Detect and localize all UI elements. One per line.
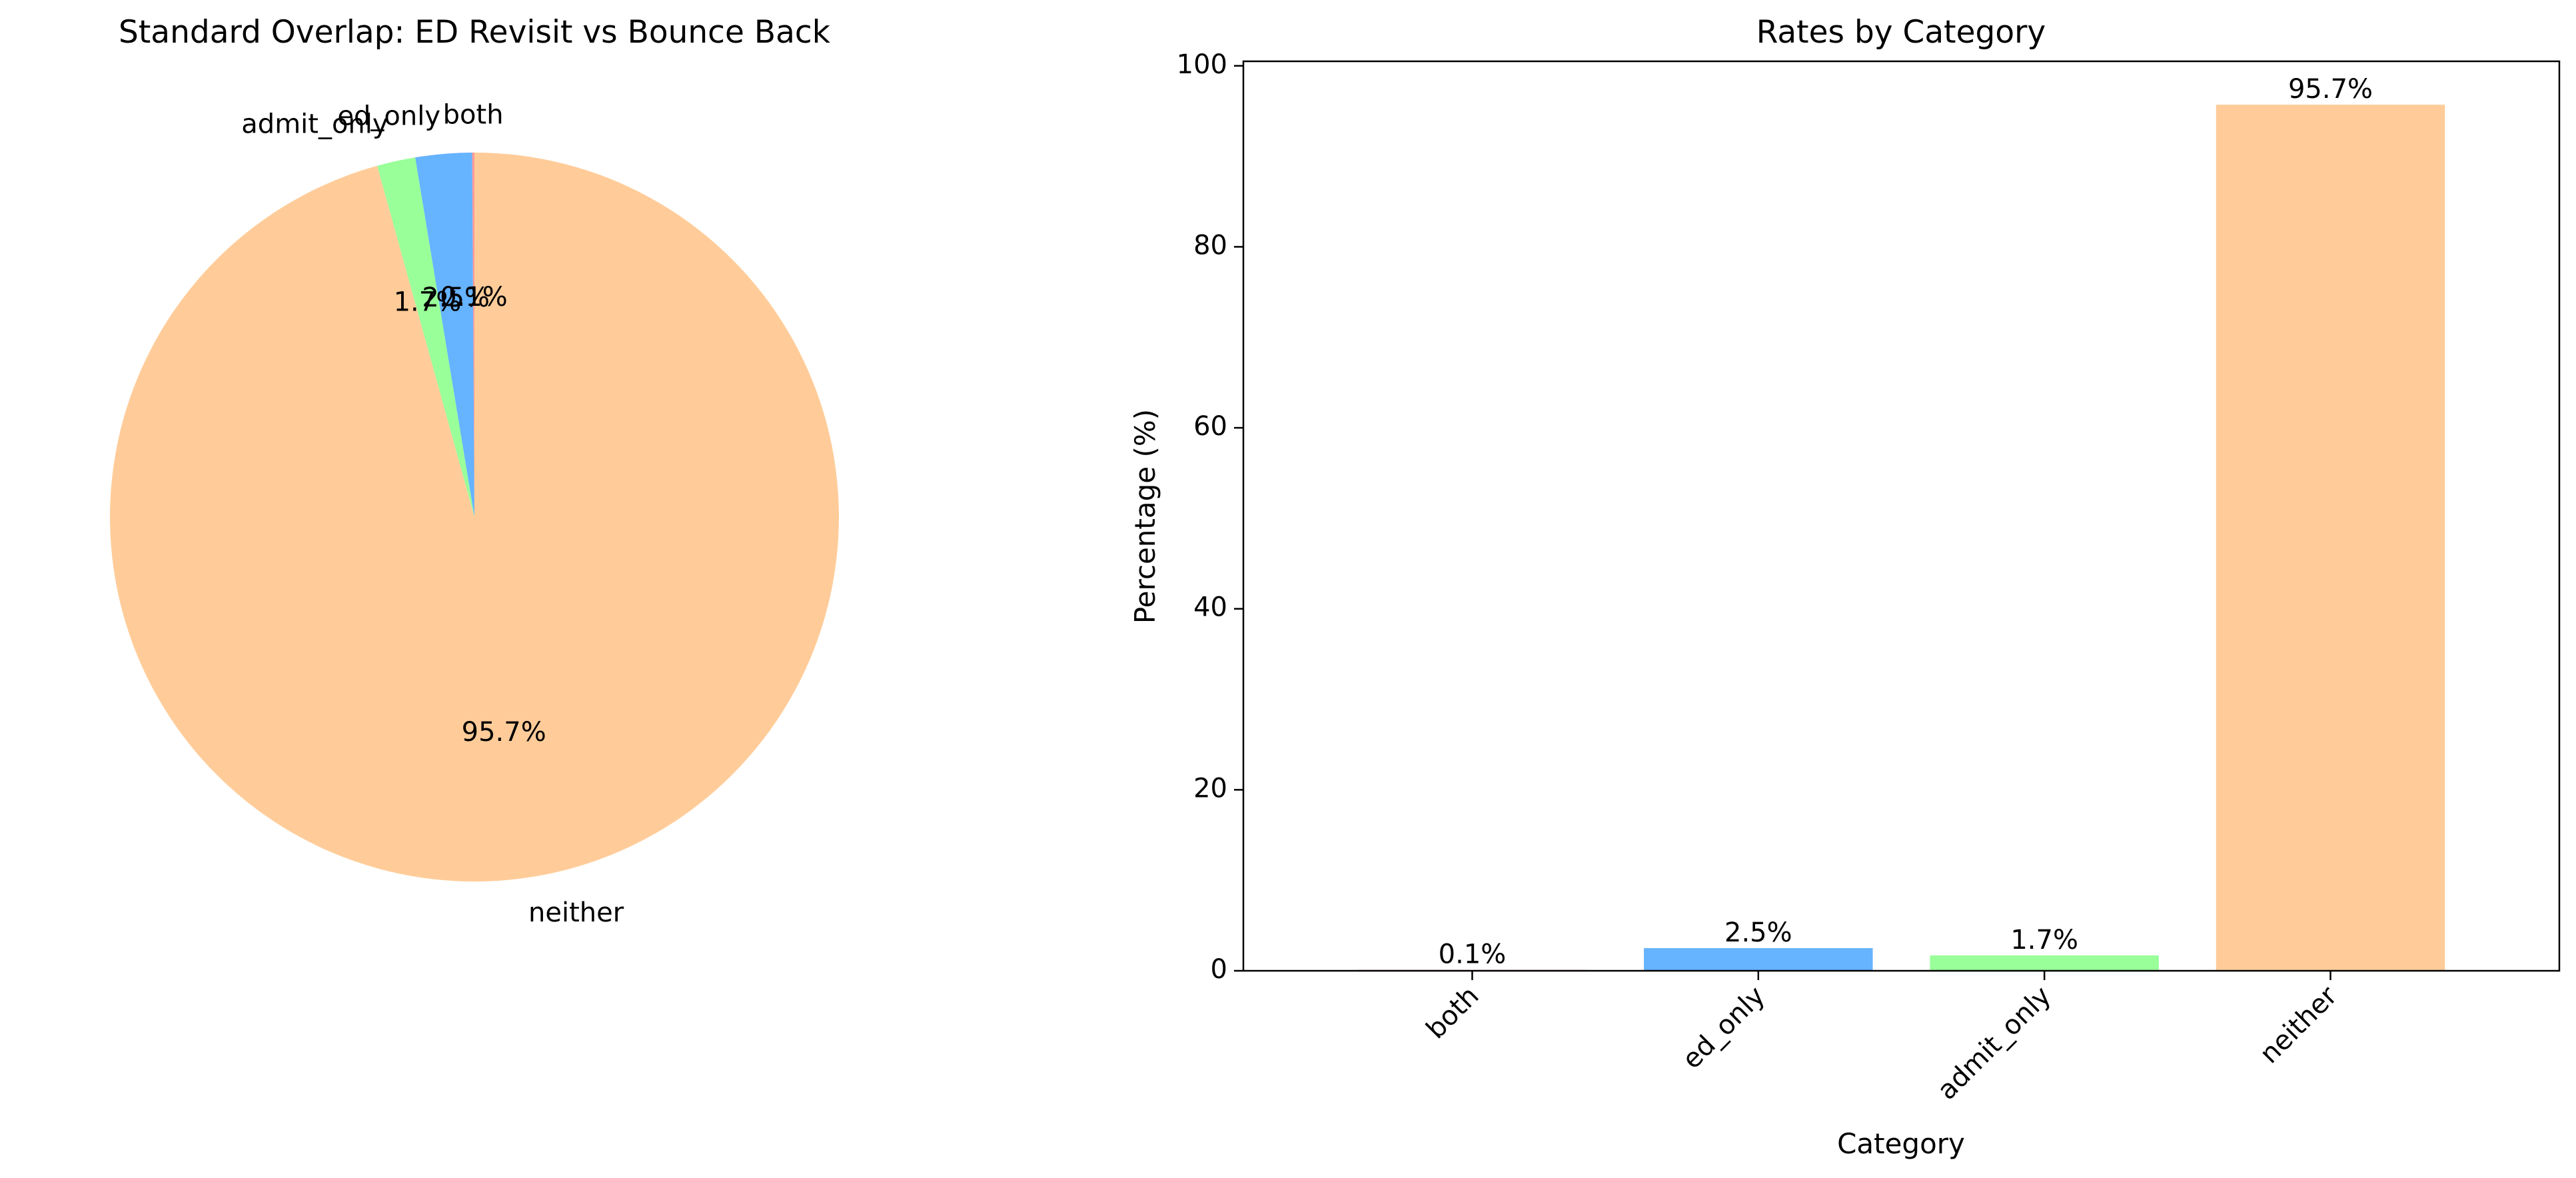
pie-chart: Standard Overlap: ED Revisit vs Bounce B… — [110, 14, 840, 928]
y-tick-label-40: 40 — [1193, 592, 1227, 623]
pie-slice-ed-only — [415, 153, 474, 517]
bar-datalabel-ed-only: 2.5% — [1724, 917, 1792, 948]
pie-pct-admit-only: 1.7% — [394, 287, 462, 317]
pie-label-neither: neither — [528, 897, 624, 928]
y-axis-label: Percentage (%) — [1129, 409, 1161, 624]
bar-admit-only — [1930, 955, 2159, 971]
x-tick-label-admit-only: admit_only — [1932, 981, 2057, 1106]
pie-slice-neither — [110, 153, 840, 882]
y-tick-label-80: 80 — [1193, 230, 1227, 261]
pie-pct-ed-only: 2.5% — [422, 283, 490, 313]
axes-frame — [1242, 60, 2561, 972]
bar-title: Rates by Category — [1756, 14, 2046, 51]
pie-label-ed-only: ed_only — [337, 101, 440, 131]
bar-datalabel-admit-only: 1.7% — [2010, 925, 2078, 955]
y-tick-label-60: 60 — [1193, 411, 1227, 442]
pie-slice-admit-only — [377, 157, 474, 518]
y-tick-label-0: 0 — [1211, 954, 1227, 985]
pie-slice-both — [472, 153, 474, 517]
x-tick-label-neither: neither — [2254, 980, 2343, 1069]
y-tick-label-100: 100 — [1177, 49, 1227, 80]
bar-datalabel-neither: 95.7% — [2288, 74, 2373, 105]
pie-pct-both: 0.1% — [440, 282, 508, 312]
bar-neither — [2216, 105, 2445, 971]
pie-label-both: both — [443, 99, 504, 130]
x-axis-label: Category — [1837, 1127, 1965, 1160]
pie-title: Standard Overlap: ED Revisit vs Bounce B… — [119, 14, 831, 51]
x-tick-label-both: both — [1421, 981, 1485, 1045]
bar-ed-only — [1644, 948, 1873, 971]
bar-datalabel-both: 0.1% — [1439, 939, 1507, 970]
bar-chart: Rates by Category 0.1% 2.5% 1.7% 95.7% 0 20 4… — [1129, 14, 2561, 1160]
y-tick-label-20: 20 — [1193, 773, 1227, 804]
x-tick-label-ed-only: ed_only — [1676, 981, 1771, 1075]
pie-pct-neither: 95.7% — [462, 717, 546, 748]
pie-label-admit-only: admit_only — [241, 109, 388, 139]
